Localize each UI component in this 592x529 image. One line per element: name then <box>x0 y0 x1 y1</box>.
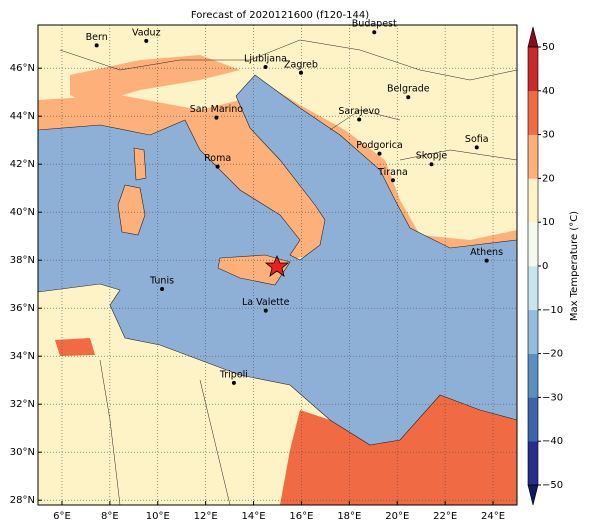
city-dot <box>214 115 219 120</box>
x-tick-label: 8°E <box>101 511 119 522</box>
colorbar-segment <box>528 397 538 442</box>
city-dot <box>298 70 303 75</box>
y-tick-label: 40°N <box>10 207 35 218</box>
colorbar-tick-label: 0 <box>542 261 548 272</box>
city-label: San Marino <box>190 104 243 115</box>
x-tick-label: 16°E <box>289 511 313 522</box>
city-label: Tripoli <box>219 369 248 380</box>
y-tick-label: 34°N <box>10 351 35 362</box>
city-label: Zagreb <box>284 59 318 70</box>
city-dot <box>406 95 411 100</box>
x-tick-label: 22°E <box>433 511 457 522</box>
city-label: Athens <box>470 247 503 258</box>
city-label: Vaduz <box>132 27 161 38</box>
city-label: Belgrade <box>387 84 430 95</box>
city-label: Bern <box>86 32 108 43</box>
city-dot <box>377 151 382 156</box>
y-tick-label: 38°N <box>10 255 35 266</box>
colorbar-segment <box>528 353 538 398</box>
x-tick-label: 18°E <box>337 511 361 522</box>
x-tick-label: 20°E <box>385 511 409 522</box>
y-tick-label: 46°N <box>10 63 35 74</box>
city-label: La Valette <box>242 297 290 308</box>
colorbar-arrow-over <box>527 26 539 48</box>
city-dot <box>160 287 165 291</box>
city-label: Ljubljana <box>244 54 287 65</box>
x-tick-label: 12°E <box>194 511 218 522</box>
city-dot <box>215 164 220 169</box>
colorbar-tick-label: 40 <box>542 86 555 97</box>
colorbar-segment <box>528 266 538 311</box>
city-dot <box>231 380 236 385</box>
colorbar-tick-label: −30 <box>542 392 563 403</box>
colorbar-segment <box>528 178 538 223</box>
x-tick-label: 24°E <box>481 511 505 522</box>
city-dot <box>474 145 479 150</box>
colorbar-segment <box>528 134 538 179</box>
city-label: Tunis <box>149 276 174 287</box>
city-dot <box>429 162 434 167</box>
city-label: Budapest <box>352 19 397 30</box>
colorbar-tick-label: −50 <box>542 480 563 491</box>
city-label: Sarajevo <box>338 106 380 117</box>
city-label: Roma <box>204 153 231 164</box>
y-tick-label: 44°N <box>10 111 35 122</box>
y-tick-label: 32°N <box>10 399 35 410</box>
city-label: Skopje <box>416 151 448 162</box>
colorbar-tick-label: 10 <box>542 217 555 228</box>
colorbar-tick-label: −20 <box>542 349 563 360</box>
colorbar-tick-label: −10 <box>542 305 563 316</box>
title: Forecast of 2020121600 (f120-144) <box>191 10 369 21</box>
colorbar-segment <box>528 309 538 354</box>
colorbar-segment <box>528 441 538 486</box>
star-marker <box>264 254 290 277</box>
x-tick-label: 10°E <box>146 511 170 522</box>
colorbar-tick-label: 30 <box>542 130 555 141</box>
city-dot <box>144 38 149 43</box>
colorbar-tick-label: 20 <box>542 173 555 184</box>
city-label: Podgorica <box>356 140 403 151</box>
city-dot <box>357 117 362 122</box>
city-dot <box>94 43 99 48</box>
colorbar-segment <box>528 47 538 92</box>
colorbar-tick-label: −40 <box>542 436 563 447</box>
city-dot <box>263 65 268 69</box>
colorbar-tick-label: 50 <box>542 42 555 53</box>
city-dot <box>263 308 268 313</box>
y-tick-label: 36°N <box>10 303 35 314</box>
map-frame <box>37 24 518 506</box>
x-tick-label: 6°E <box>53 511 71 522</box>
y-tick-label: 42°N <box>10 159 35 170</box>
colorbar-segment <box>528 90 538 135</box>
x-tick-label: 14°E <box>242 511 266 522</box>
y-tick-label: 28°N <box>10 495 35 506</box>
colorbar-label: Max Temperature (°C) <box>569 211 580 321</box>
city-dot <box>390 178 395 183</box>
city-dot <box>484 258 489 263</box>
city-dot <box>372 30 377 35</box>
city-label: Tirana <box>377 167 408 178</box>
colorbar-arrow-under <box>527 484 539 506</box>
colorbar-segment <box>528 222 538 267</box>
city-label: Sofia <box>465 134 489 145</box>
y-tick-label: 30°N <box>10 447 35 458</box>
